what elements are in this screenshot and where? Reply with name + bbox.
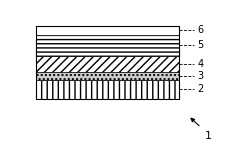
Bar (36, 80, 179, 99)
Bar (36, 72, 179, 80)
Bar (36, 26, 179, 99)
Text: 4: 4 (197, 59, 204, 69)
Text: 1: 1 (205, 131, 212, 141)
Bar (36, 56, 179, 72)
Text: 3: 3 (197, 71, 204, 81)
Text: 5: 5 (197, 40, 204, 50)
Text: 2: 2 (197, 84, 204, 94)
Bar (36, 26, 179, 35)
Text: 6: 6 (197, 25, 204, 35)
Bar (36, 35, 179, 56)
